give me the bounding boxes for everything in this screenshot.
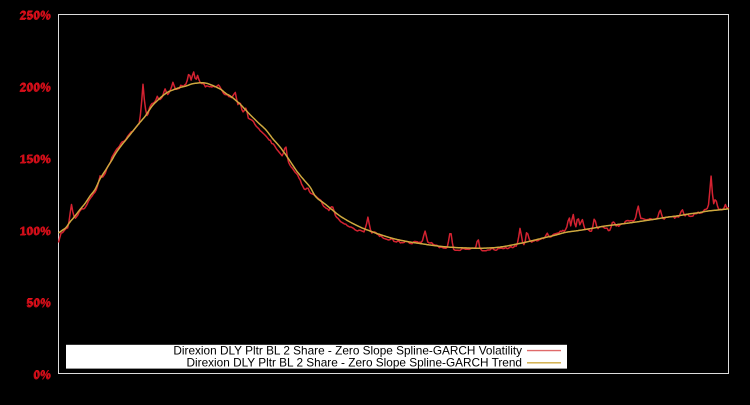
svg-text:0%: 0% [34,370,52,382]
svg-text:50%: 50% [26,298,51,310]
svg-text:50%: 50% [27,298,52,310]
svg-text:Direxion DLY Pltr BL 2 Share -: Direxion DLY Pltr BL 2 Share - Zero Slop… [187,356,522,370]
svg-text:150%: 150% [20,154,51,166]
svg-text:Direxion DLY Pltr BL 2 Share -: Direxion DLY Pltr BL 2 Share - Zero Slop… [173,344,522,358]
svg-text:200%: 200% [20,82,51,94]
svg-text:250%: 250% [20,10,51,22]
svg-text:150%: 150% [19,155,50,167]
svg-text:200%: 200% [19,83,50,95]
svg-text:250%: 250% [19,11,50,23]
svg-text:0%: 0% [33,370,51,382]
svg-text:100%: 100% [19,227,50,239]
svg-text:100%: 100% [20,226,51,238]
